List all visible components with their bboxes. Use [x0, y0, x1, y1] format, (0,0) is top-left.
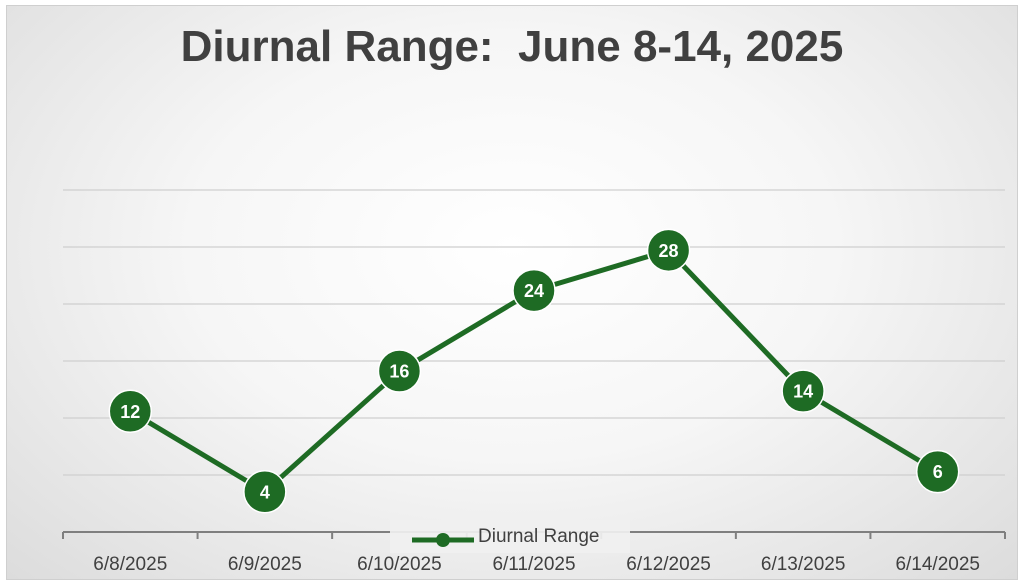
data-label: 6: [933, 462, 943, 482]
data-label: 12: [120, 402, 140, 422]
data-label: 16: [389, 362, 409, 382]
x-tick-label: 6/8/2025: [93, 554, 167, 575]
data-point-marker: [915, 449, 960, 494]
data-point-marker: [512, 268, 556, 313]
data-point-marker: [646, 228, 691, 273]
data-point-marker: [377, 349, 422, 393]
chart-area: [6, 5, 1018, 580]
x-tick-label: 6/10/2025: [357, 554, 442, 575]
data-label: 14: [793, 382, 813, 402]
data-label: 24: [524, 281, 544, 301]
x-tick-label: 6/12/2025: [626, 554, 711, 575]
x-tick-label: 6/13/2025: [761, 554, 846, 575]
data-point-marker: [243, 470, 287, 514]
data-label: 28: [659, 241, 679, 261]
legend: Diurnal Range: [390, 520, 630, 553]
x-tick-label: 6/11/2025: [492, 554, 575, 575]
legend-line-marker-icon: [412, 533, 474, 547]
data-point-marker: [781, 369, 825, 413]
x-tick-label: 6/14/2025: [895, 554, 980, 575]
x-tick-labels: 6/8/2025 6/9/2025 6/10/2025 6/11/2025 6/12/2…: [93, 554, 980, 575]
series-diurnal-range: 12 4 16 24 28 14 6: [108, 228, 960, 514]
data-label: 4: [260, 482, 270, 502]
chart-title: Diurnal Range: June 8-14, 2025: [180, 22, 844, 71]
legend-entry-label: Diurnal Range: [478, 526, 600, 547]
data-point-marker: [108, 389, 153, 434]
gridlines: [63, 189, 1005, 476]
x-tick-label: 6/9/2025: [228, 554, 302, 575]
